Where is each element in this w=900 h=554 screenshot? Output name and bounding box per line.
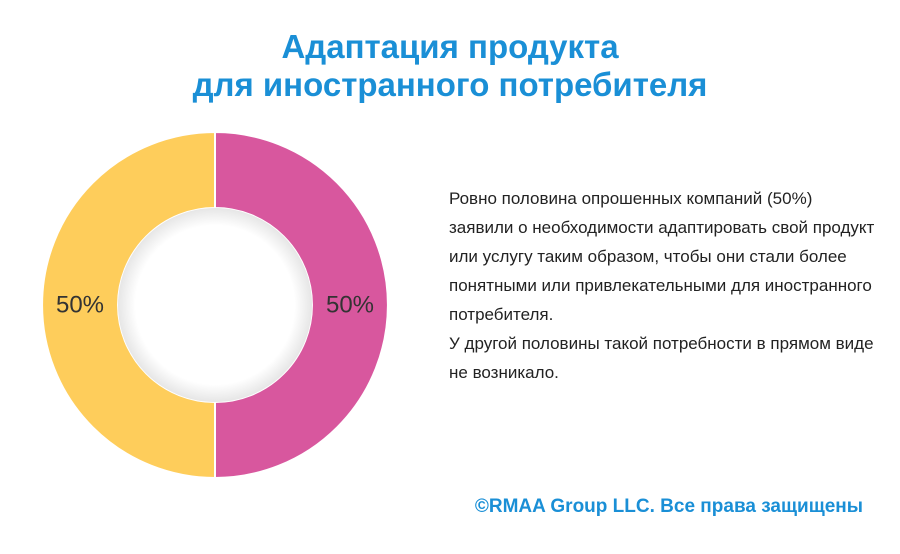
chart-title-line-1: Адаптация продукта bbox=[281, 28, 619, 65]
description-paragraph-1: Ровно половина опрошенных компаний (50%)… bbox=[449, 189, 875, 324]
donut-chart: 50% 50% bbox=[30, 120, 400, 490]
copyright-notice: ©RMAA Group LLC. Все права защищены bbox=[474, 496, 863, 517]
donut-chart-svg: 50% 50% bbox=[41, 130, 389, 480]
description-text: Ровно половина опрошенных компаний (50%)… bbox=[449, 184, 879, 387]
donut-slice-label-1: 50% bbox=[326, 292, 374, 319]
chart-title-line-2: для иностранного потребителя bbox=[192, 66, 708, 103]
donut-slice-label-2: 50% bbox=[56, 292, 104, 319]
description-paragraph-2: У другой половины такой потребности в пр… bbox=[449, 334, 874, 382]
donut-hole bbox=[118, 208, 312, 402]
chart-title: Адаптация продукта для иностранного потр… bbox=[0, 28, 900, 104]
